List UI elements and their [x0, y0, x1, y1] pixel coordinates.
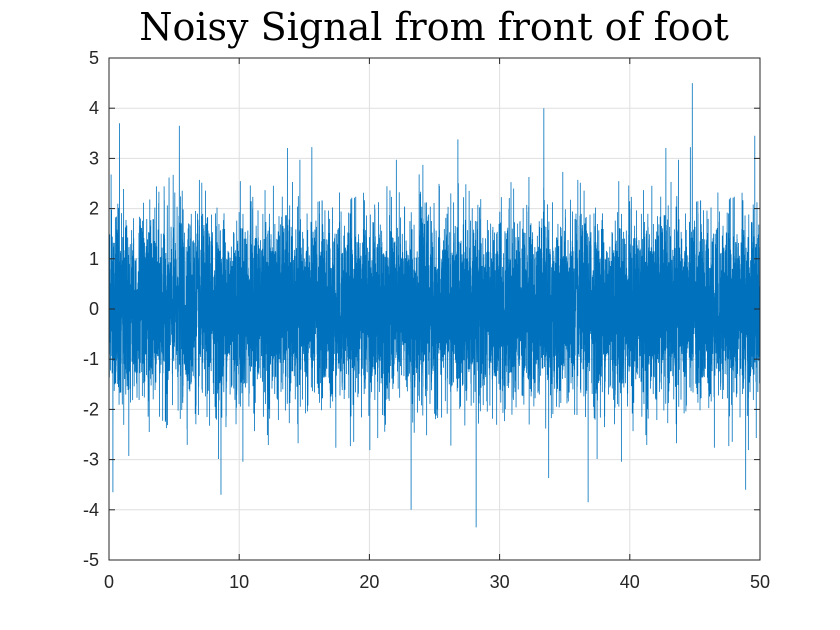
x-tick-label: 0 [104, 572, 114, 592]
x-tick-label: 20 [359, 572, 379, 592]
y-tick-label: 2 [89, 199, 99, 219]
x-tick-label: 30 [490, 572, 510, 592]
y-tick-label: -1 [83, 349, 99, 369]
x-tick-label: 40 [620, 572, 640, 592]
y-tick-label: -5 [83, 550, 99, 570]
signal-line [109, 83, 760, 528]
y-tick-label: -3 [83, 450, 99, 470]
y-tick-label: 5 [89, 48, 99, 68]
chart-title: Noisy Signal from front of foot [139, 5, 728, 49]
y-tick-label: -4 [83, 500, 99, 520]
y-tick-label: -2 [83, 399, 99, 419]
y-tick-labels: 5 4 3 2 1 0 -1 -2 -3 -4 -5 [83, 48, 99, 570]
signal-series-line [109, 83, 760, 528]
axis-ticks [108, 57, 761, 561]
x-tick-labels: 0 10 20 30 40 50 [104, 572, 770, 592]
y-tick-label: 0 [89, 299, 99, 319]
y-tick-label: 1 [89, 249, 99, 269]
x-tick-label: 50 [750, 572, 770, 592]
x-tick-label: 10 [229, 572, 249, 592]
y-tick-label: 3 [89, 148, 99, 168]
y-tick-label: 4 [89, 98, 99, 118]
